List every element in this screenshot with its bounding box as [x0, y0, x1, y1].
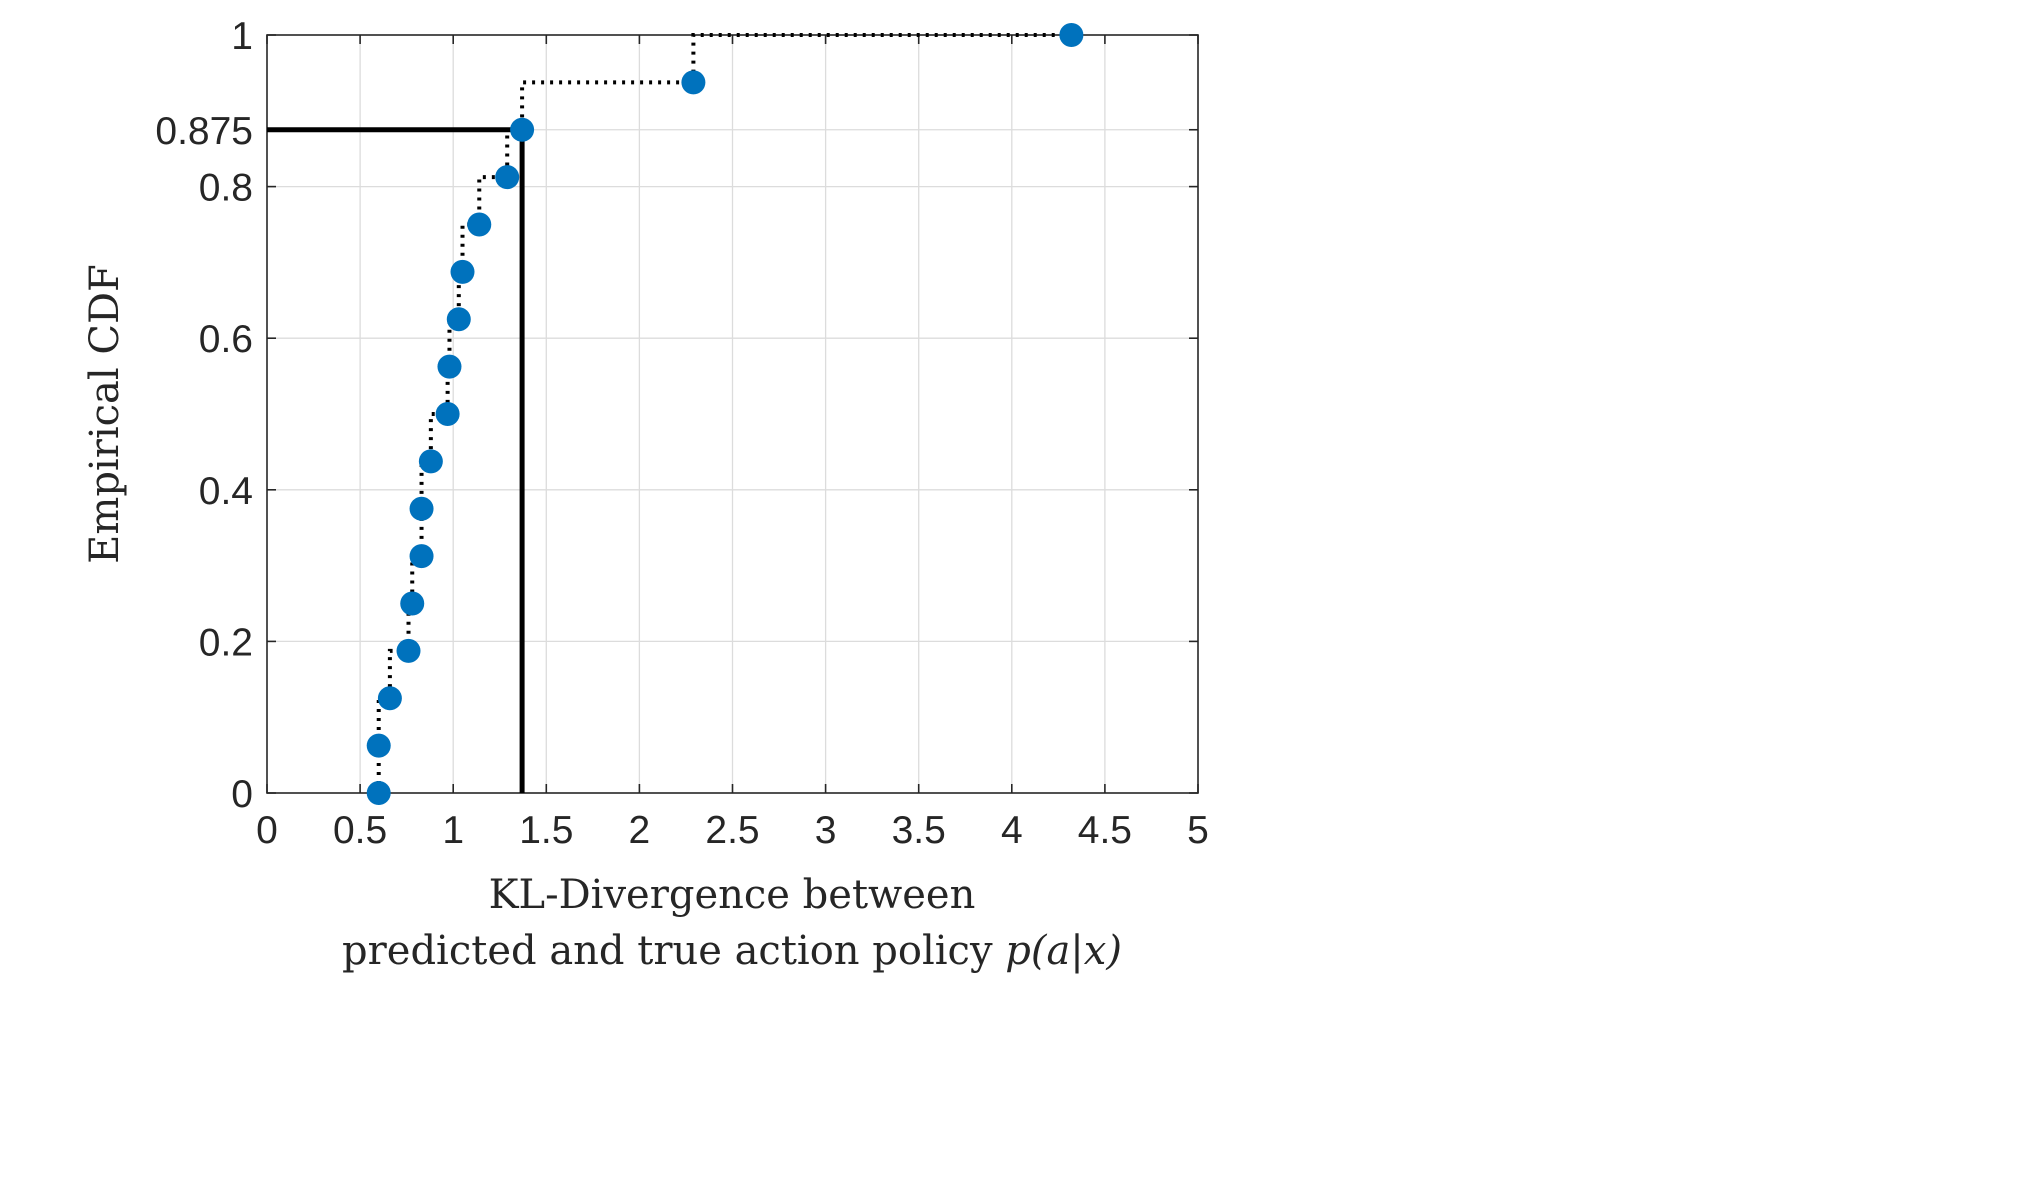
data-point	[1059, 23, 1084, 47]
data-point	[467, 212, 492, 237]
x-tick-label: 2.5	[705, 809, 759, 852]
data-point	[418, 449, 443, 474]
cdf-step-lines	[376, 33, 1072, 793]
x-tick-labels: 0 0.5 1 1.5 2 2.5 3 3.5 4 4.5 5	[256, 809, 1209, 852]
y-axis-title: Empirical CDF	[82, 264, 128, 564]
data-point	[409, 544, 434, 569]
y-tick-labels: 0 0.2 0.4 0.6 0.8 0.875 1	[155, 15, 253, 816]
data-point	[400, 591, 425, 616]
data-point	[366, 781, 391, 805]
y-tick-label: 0.8	[199, 167, 253, 210]
x-tick-label: 4.5	[1078, 809, 1132, 852]
x-axis-title-line-2: predicted and true action policy p(a|x)	[342, 928, 1122, 974]
data-point	[450, 259, 475, 284]
x-tick-label: 3	[815, 809, 837, 852]
data-point	[409, 496, 434, 521]
x-tick-label: 0	[256, 809, 278, 852]
data-point	[510, 117, 535, 142]
data-point	[495, 165, 520, 190]
reference-lines	[267, 127, 525, 793]
x-tick-label: 4	[1001, 809, 1023, 852]
data-point	[446, 307, 471, 332]
x-axis-title-math: p(a|x)	[1005, 928, 1122, 974]
y-tick-label: 0.4	[199, 470, 253, 513]
x-tick-label: 1	[442, 809, 464, 852]
x-tick-label: 1.5	[519, 809, 573, 852]
cdf-step-line	[376, 33, 1072, 793]
data-point	[366, 733, 391, 758]
tick-marks	[266, 34, 1199, 794]
x-tick-label: 0.5	[333, 809, 387, 852]
data-point	[681, 70, 706, 95]
x-tick-label: 5	[1187, 809, 1209, 852]
data-points	[366, 23, 1084, 805]
data-point	[396, 638, 421, 663]
grid	[267, 35, 1198, 793]
x-axis-title-line-1: KL-Divergence between	[489, 872, 976, 918]
x-tick-label: 3.5	[892, 809, 946, 852]
y-tick-label: 0.6	[199, 318, 253, 361]
y-tick-label: 0.875	[155, 110, 253, 153]
data-point	[435, 402, 460, 426]
y-tick-label: 1	[231, 15, 253, 58]
x-axis-title-text: predicted and true action policy	[342, 928, 1005, 974]
x-tick-label: 2	[629, 809, 651, 852]
data-point	[377, 686, 402, 711]
y-tick-label: 0	[231, 773, 253, 816]
y-tick-label: 0.2	[199, 621, 253, 664]
data-point	[437, 354, 462, 379]
